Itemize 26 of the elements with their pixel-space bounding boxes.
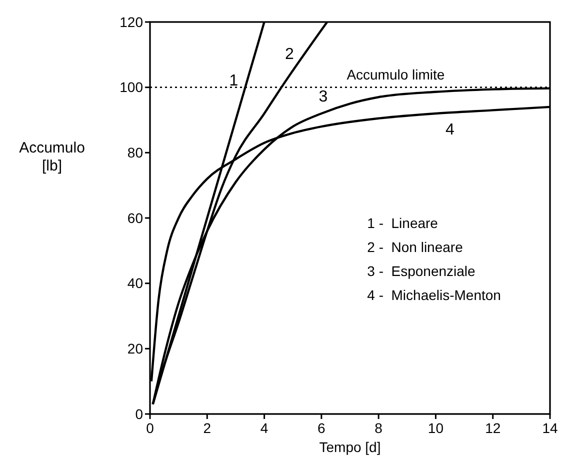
annotation: 3 - Esponenziale	[367, 262, 476, 279]
x-tick-label: 14	[542, 420, 558, 436]
x-axis-title: Tempo [d]	[319, 439, 381, 455]
ref-line-label: Accumulo limite	[346, 66, 445, 82]
series-label: 1	[229, 72, 238, 90]
x-tick-label: 6	[318, 420, 326, 436]
y-axis-title: Accumulo [lb]	[19, 140, 85, 175]
x-tick-label: 4	[260, 420, 268, 436]
series-label: 3	[318, 88, 328, 106]
x-tick-label: 8	[374, 420, 383, 436]
x-tick-label: 2	[203, 420, 212, 436]
x-tick-label: 10	[428, 420, 444, 436]
annotation: 4 - Michaelis-Menton	[367, 286, 501, 303]
x-tick-label: 12	[485, 420, 501, 436]
annotation: 2 - Non lineare	[367, 238, 464, 255]
y-tick-label: 120	[120, 14, 144, 30]
y-tick-label: 60	[127, 210, 144, 226]
y-tick-label: 80	[127, 144, 144, 161]
annotation: 1 - Lineare	[367, 214, 438, 231]
y-tick-label: 40	[127, 275, 144, 292]
x-tick-label: 0	[146, 420, 154, 436]
y-tick-label: 20	[127, 340, 144, 357]
series-label: 2	[284, 46, 294, 63]
y-tick-label: 0	[135, 406, 144, 422]
y-tick-label: 100	[120, 79, 144, 96]
series-label: 4	[446, 122, 455, 139]
